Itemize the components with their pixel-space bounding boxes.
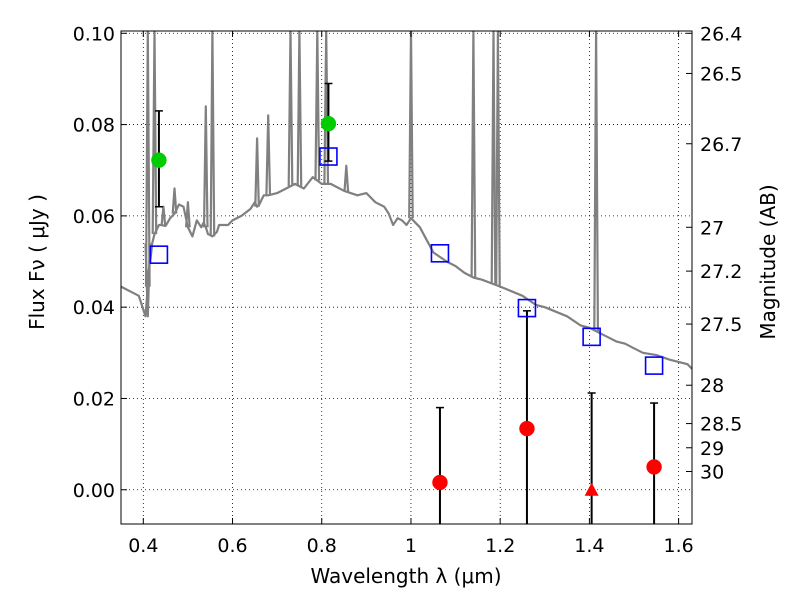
model-photometry-square [430,244,450,263]
x-tick-label: 0.4 [128,535,158,557]
emission-line [287,31,294,187]
x-tick-label: 1.2 [485,535,515,557]
y-tick-label: 0.00 [73,480,115,502]
y2-tick-label: 30 [700,462,724,484]
emission-line [144,31,151,287]
model-photometry-square [319,147,338,166]
model-photometry-square [517,298,537,318]
absorption-line [144,243,152,318]
y2-tick-label: 26.7 [700,134,742,156]
emission-line [265,114,272,196]
x-tick-label: 0.8 [307,535,337,557]
y-tick-label: 0.08 [73,115,115,137]
emission-line [171,187,178,214]
model-photometry-square [582,327,601,347]
y2-axis-label: Magnitude (AB) [756,184,780,339]
model-photometry-square [644,356,664,375]
y-tick-label: 0.06 [73,206,115,228]
emission-line [408,31,414,219]
observed-flux-circle [320,115,337,132]
y2-tick-label: 28.5 [700,414,742,436]
x-tick-label: 1 [405,535,417,557]
emission-line [593,31,599,332]
y2-tick-label: 26.5 [700,63,742,85]
emission-line [495,31,501,286]
observed-flux-circle [432,474,448,491]
plot-frame [120,30,693,525]
spectrum-line [121,176,692,370]
y2-tick-label: 27 [700,217,724,239]
emission-line [323,31,330,184]
plot-area [121,31,692,524]
y2-tick-label: 27.2 [700,261,742,283]
observed-flux-circle [151,152,167,168]
model-photometry-square [149,245,169,264]
y2-tick-label: 26.4 [700,23,742,45]
x-tick-label: 1.4 [574,535,604,557]
emission-line [202,105,209,228]
axis-ticks [121,31,692,524]
x-axis-label: Wavelength λ (μm) [310,564,501,588]
emission-line [343,164,350,192]
observed-flux-circle [519,420,535,437]
emission-line [314,31,321,181]
emission-line [470,31,477,278]
emission-line [254,137,260,207]
observed-flux-circle [646,459,662,475]
y-tick-labels: 0.00 0.02 0.04 0.06 0.08 0.10 [73,23,115,501]
observed-flux-triangle [584,482,599,496]
y-tick-label: 0.04 [73,297,115,319]
y-tick-label: 0.10 [73,23,115,45]
y2-tick-label: 28 [700,375,724,397]
emission-line [296,31,303,187]
x-tick-label: 1.6 [664,535,694,557]
emission-line [185,201,191,228]
y2-tick-label: 27.5 [700,314,742,336]
x-tick-label: 0.6 [217,535,247,557]
y-axis-label: Flux Fν ( μJy ) [25,194,49,330]
y2-tick-label: 29 [700,438,724,460]
x-tick-labels: 0.4 0.6 0.8 1 1.2 1.4 1.6 [128,535,694,557]
y-tick-label: 0.02 [73,388,115,410]
emission-line [209,31,216,237]
emission-line [160,205,167,226]
emission-line [490,31,497,285]
data-markers [149,115,664,496]
